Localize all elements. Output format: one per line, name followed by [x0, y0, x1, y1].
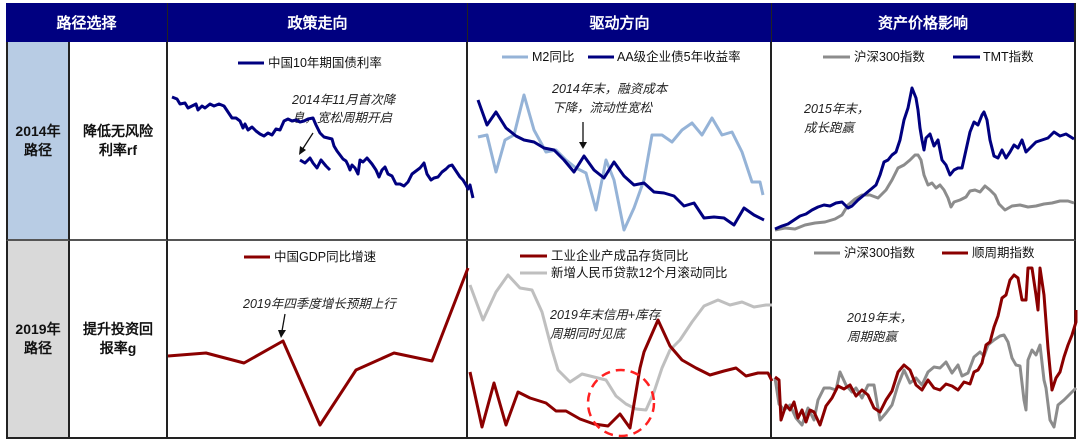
cell-policy-2014 [168, 42, 468, 241]
legend-inventory: 工业企业产成品存货同比 [551, 248, 689, 263]
row-2019-label-cell: 提升投资回报率g [70, 241, 168, 439]
legend-tmt: TMT指数 [983, 49, 1034, 64]
arrow-head-icon [299, 146, 306, 155]
chart-driver-2019: 工业企业产成品存货同比 新增人民币贷款12个月滚动同比 2019年末信用+库存 … [468, 248, 774, 438]
arrow-head-icon [278, 330, 286, 338]
legend-m2: M2同比 [532, 50, 574, 64]
annotation-2019-end: 2019年末， [846, 311, 912, 325]
header-policy-direction: 政策走向 [168, 3, 468, 42]
row-2014-year-cell: 2014年路径 [6, 42, 70, 241]
row-2019-label-line1: 提升投资回 [83, 321, 153, 337]
row-2014-label-line1: 降低无风险 [83, 122, 153, 139]
legend-gdp: 中国GDP同比增速 [274, 249, 377, 264]
row-2014-path: 路径 [24, 141, 52, 158]
cell-asset-2014 [772, 42, 1076, 241]
chart-asset-2014: 沪深300指数 TMT指数 2015年末， 成长跑赢 [774, 49, 1075, 232]
cell-driver-2019 [468, 241, 772, 439]
header-driver-direction: 驱动方向 [468, 3, 772, 42]
chart-asset-2019: 沪深300指数 顺周期指数 2019年末， 周期跑赢 [773, 245, 1078, 429]
row-2019-label-line2: 报率g [99, 340, 137, 356]
arrow-head-icon [579, 142, 587, 149]
annotation-2014-line2: 息，宽松周期开启 [292, 111, 394, 125]
cell-driver-2014 [468, 42, 772, 241]
row-2019-year: 2019年 [15, 321, 61, 337]
annotation-growth-wins: 成长跑赢 [804, 121, 857, 135]
row-2019-year-cell: 2019年路径 [6, 241, 70, 439]
annotation-arrow [301, 132, 314, 151]
annotation-cyclical-wins: 周期跑赢 [847, 330, 900, 344]
chart-policy-2019: 中国GDP同比增速 2019年四季度增长预期上行 [167, 249, 470, 427]
legend-hs300-2019: 沪深300指数 [844, 245, 915, 260]
row-2014-label-cell: 降低无风险利率rf [70, 42, 168, 241]
legend-bond-yield: 中国10年期国债利率 [268, 55, 382, 70]
row-2014-label-line2: 利率rf [98, 141, 138, 158]
annotation-2019-q4: 2019年四季度增长预期上行 [242, 297, 398, 311]
legend-hs300: 沪深300指数 [854, 49, 925, 64]
legend-aa-bond: AA级企业债5年收益率 [617, 49, 741, 64]
highlight-dashed-circle [586, 368, 656, 438]
row-2019-path: 路径 [24, 340, 52, 356]
cell-asset-2019 [772, 241, 1076, 439]
annotation-2019-bottom-line2: 周期同时见底 [550, 327, 628, 341]
annotation-arrow [281, 313, 286, 332]
annotation-2014-driver-line1: 2014年末，融资成本 [551, 82, 669, 96]
annotation-2019-bottom-line1: 2019年末信用+库存 [549, 308, 662, 322]
cell-policy-2019 [168, 241, 468, 439]
chart-driver-2014: M2同比 AA级企业债5年收益率 2014年末，融资成本 下降，流动性宽松 [476, 49, 765, 232]
annotation-2015: 2015年末， [803, 102, 869, 116]
legend-cyclical: 顺周期指数 [972, 245, 1035, 260]
legend-new-loans: 新增人民币贷款12个月滚动同比 [551, 265, 727, 280]
header-path-selection: 路径选择 [6, 3, 168, 42]
annotation-2014-driver-line2: 下降，流动性宽松 [552, 101, 654, 115]
chart-policy-2014: 中国10年期国债利率 2014年11月首次降 息，宽松周期开启 [171, 55, 475, 199]
annotation-2014-line1: 2014年11月首次降 [291, 93, 397, 107]
row-2014-year: 2014年 [15, 122, 61, 139]
header-asset-price-impact: 资产价格影响 [772, 3, 1076, 42]
